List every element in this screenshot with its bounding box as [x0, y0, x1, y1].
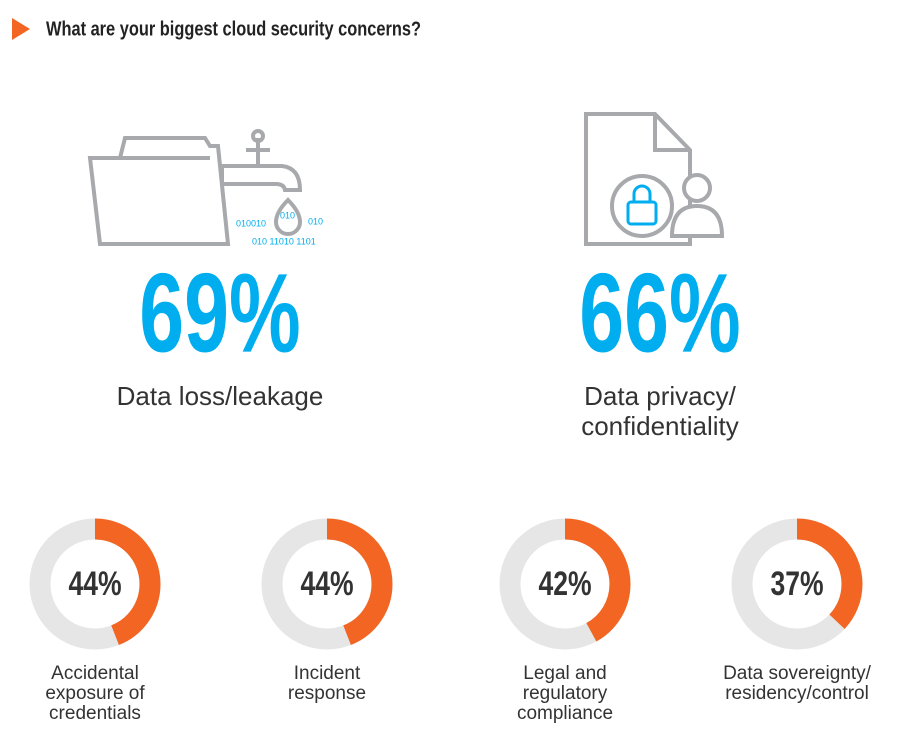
- donut-arc: [29, 518, 161, 650]
- binary: 010010 010 010 010 11010 1101: [236, 210, 323, 246]
- stat-label: Data loss/leakage: [116, 381, 324, 411]
- stat-value: 66%: [579, 251, 740, 376]
- title-marker: [12, 18, 30, 40]
- donut-value: 44%: [300, 565, 353, 603]
- lock: [626, 184, 658, 226]
- donut-arc: [261, 518, 393, 650]
- binary-text: 010: [308, 216, 323, 226]
- leak-icon: [87, 129, 303, 246]
- stat-value: 69%: [139, 251, 300, 376]
- donut-label: Accidental exposure of credentials: [45, 663, 145, 724]
- donut-arc: [499, 518, 631, 650]
- donut-label: Data sovereignty/ residency/control: [723, 663, 871, 704]
- donut-label: Incident response: [287, 663, 367, 704]
- donut-label: Legal and regulatory compliance: [516, 663, 614, 724]
- binary-text: 010 11010 1101: [252, 236, 316, 246]
- donut-value: 44%: [68, 565, 121, 603]
- donut-value: 37%: [770, 565, 823, 603]
- stat-label: Data privacy/ confidentiality: [581, 381, 739, 441]
- donut-arc: [731, 518, 863, 650]
- donut-value: 42%: [538, 565, 591, 603]
- binary-text: 010: [280, 210, 295, 220]
- title: What are your biggest cloud security con…: [46, 17, 421, 40]
- binary-text: 010010: [236, 218, 266, 228]
- drop: [273, 197, 303, 236]
